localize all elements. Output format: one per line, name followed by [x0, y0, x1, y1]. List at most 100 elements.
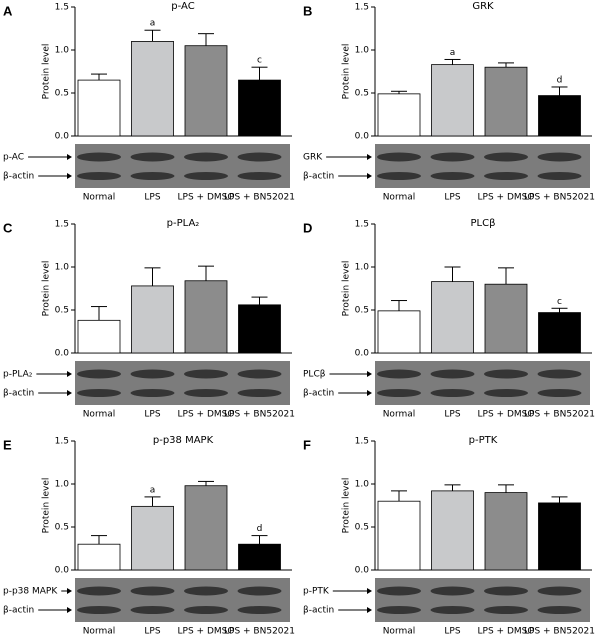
x-tick-label: LPS + BN52021 [224, 410, 295, 420]
y-tick-label: 0.0 [355, 566, 370, 576]
significance-label: c [257, 56, 262, 66]
y-tick-label: 1.0 [355, 480, 370, 490]
chart-title: PLCβ [471, 218, 496, 229]
x-tick-label: Normal [383, 193, 416, 203]
x-tick-label: LPS + DMSO [178, 410, 235, 420]
x-tick-label: Normal [83, 193, 116, 203]
blot-label: GRK [303, 153, 323, 163]
blot-band [377, 389, 421, 397]
blot-band [237, 389, 282, 397]
x-tick-label: LPS + DMSO [178, 627, 235, 637]
blot-band [484, 172, 528, 180]
y-tick-label: 1.0 [355, 263, 370, 273]
y-tick-label: 0.0 [355, 132, 370, 142]
blot-band [237, 606, 282, 614]
bar [184, 485, 228, 571]
blot-band [430, 389, 475, 397]
bar [77, 79, 121, 137]
x-tick-label: Normal [83, 410, 116, 420]
y-tick-label: 1.5 [355, 3, 369, 13]
bar [377, 93, 421, 137]
panel-label: D [303, 220, 312, 235]
y-tick-label: 0.0 [355, 349, 370, 359]
y-axis-label: Protein level [42, 478, 52, 534]
blot-band [77, 586, 121, 596]
blot-band [130, 152, 175, 162]
blot-band [484, 152, 528, 162]
y-tick-label: 1.5 [355, 437, 369, 447]
x-tick-label: LPS [144, 193, 160, 203]
blot-band [77, 606, 121, 614]
blot-band [184, 369, 228, 379]
blot-band [237, 172, 282, 180]
y-tick-label: 1.0 [55, 263, 70, 273]
blot-band [184, 152, 228, 162]
chart-title: p-PLA₂ [167, 218, 200, 229]
blot-label: β-actin [3, 389, 34, 399]
chart-title: p-AC [171, 1, 194, 12]
x-tick-label: LPS + BN52021 [224, 193, 295, 203]
y-axis-label: Protein level [342, 44, 352, 100]
y-tick-label: 0.5 [55, 523, 69, 533]
bar [184, 45, 228, 137]
x-tick-label: Normal [383, 410, 416, 420]
blot-band [77, 389, 121, 397]
blot-band [537, 369, 582, 379]
x-tick-label: LPS [444, 410, 460, 420]
y-tick-label: 1.0 [55, 46, 70, 56]
blot-arrowhead [67, 371, 72, 377]
bar [431, 490, 474, 571]
bar [184, 280, 228, 354]
bar [538, 95, 581, 137]
y-axis-label: Protein level [342, 478, 352, 534]
blot-arrowhead [67, 607, 72, 613]
blot-band [77, 172, 121, 180]
blot-band [430, 369, 475, 379]
y-tick-label: 0.5 [55, 89, 69, 99]
western-blot [375, 361, 590, 405]
blot-band [237, 152, 282, 162]
blot-arrowhead [67, 588, 72, 594]
blot-band [377, 172, 421, 180]
y-tick-label: 0.0 [55, 566, 70, 576]
bar [484, 492, 528, 571]
y-tick-label: 0.5 [355, 306, 369, 316]
bar [538, 312, 581, 354]
panel-label: E [3, 437, 12, 452]
blot-label: p-PLA₂ [3, 370, 33, 380]
blot-band [237, 586, 282, 596]
bar [377, 310, 421, 354]
bar [131, 285, 174, 354]
bar [484, 283, 528, 354]
significance-label: a [150, 485, 156, 495]
significance-label: c [557, 297, 562, 307]
blot-band [537, 586, 582, 596]
western-blot [375, 144, 590, 188]
chart-title: p-p38 MAPK [153, 435, 214, 446]
y-tick-label: 1.5 [55, 3, 69, 13]
y-axis-label: Protein level [42, 261, 52, 317]
blot-band [484, 606, 528, 614]
y-tick-label: 0.0 [55, 132, 70, 142]
x-tick-label: LPS + BN52021 [224, 627, 295, 637]
blot-band [537, 152, 582, 162]
blot-arrowhead [67, 154, 72, 160]
x-tick-label: LPS + DMSO [178, 193, 235, 203]
blot-arrowhead [367, 607, 372, 613]
blot-label: β-actin [3, 606, 34, 616]
blot-band [130, 606, 175, 614]
y-tick-label: 1.5 [355, 220, 369, 230]
y-tick-label: 0.5 [55, 306, 69, 316]
blot-band [237, 369, 282, 379]
y-axis-label: Protein level [342, 261, 352, 317]
y-tick-label: 1.0 [355, 46, 370, 56]
bar [131, 41, 174, 137]
bar [377, 500, 421, 571]
x-tick-label: LPS [444, 193, 460, 203]
western-blot [375, 578, 590, 622]
blot-band [130, 586, 175, 596]
blot-band [537, 606, 582, 614]
chart-title: p-PTK [469, 435, 498, 446]
y-tick-label: 0.5 [355, 89, 369, 99]
blot-band [484, 389, 528, 397]
